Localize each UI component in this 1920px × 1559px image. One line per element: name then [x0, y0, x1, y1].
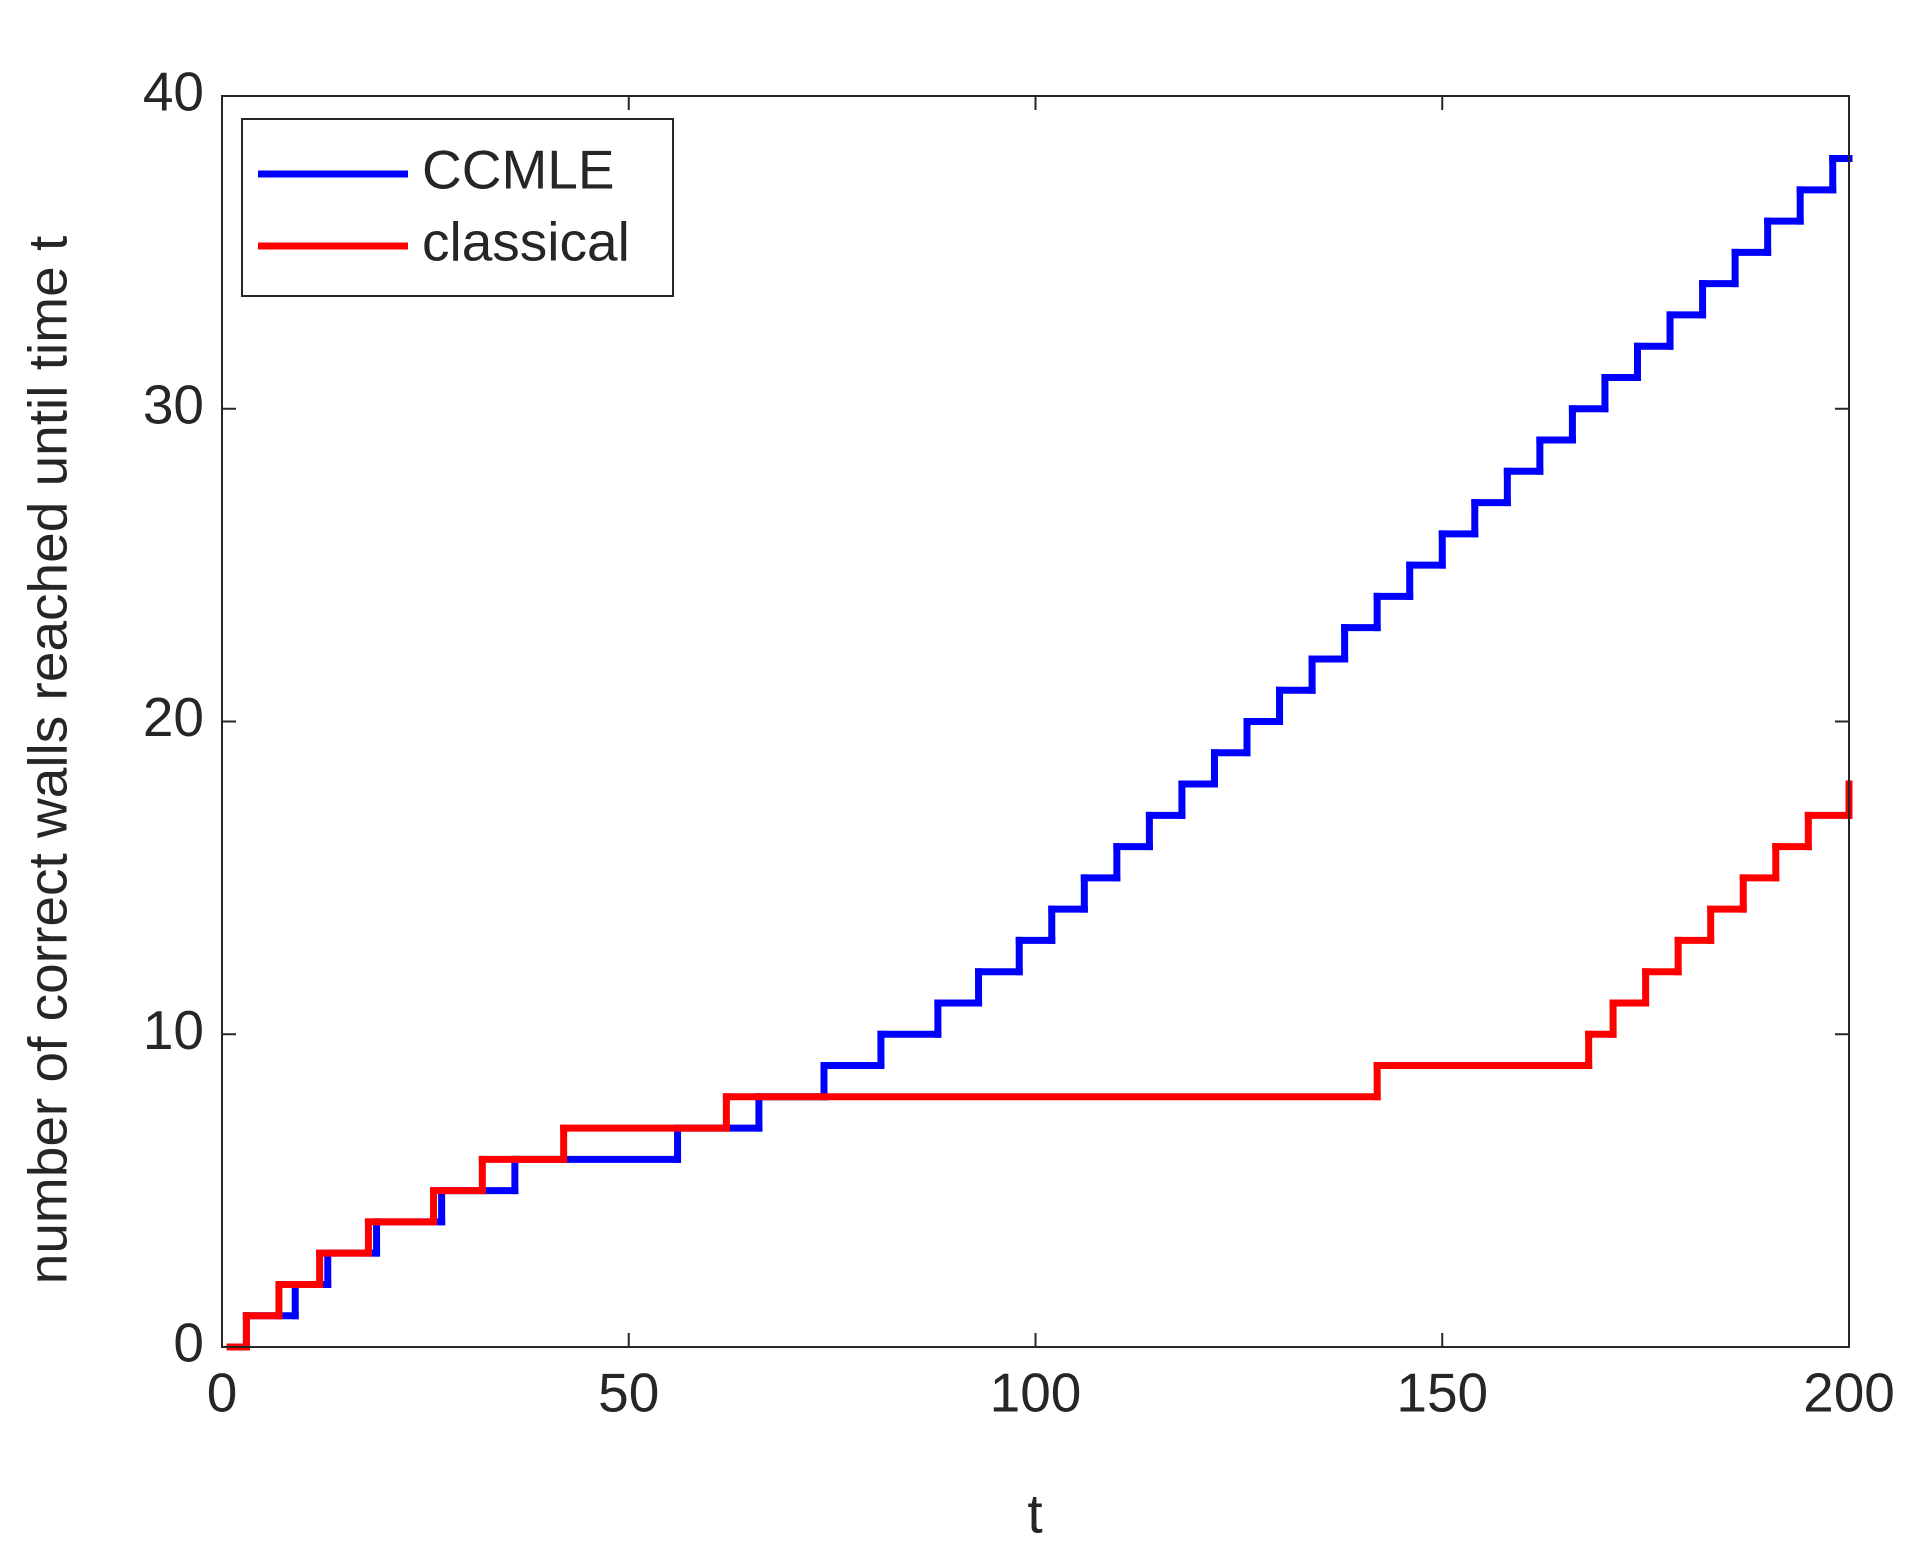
x-axis-label: t	[1027, 1483, 1042, 1545]
plot-frame	[221, 95, 1850, 1348]
legend-box	[241, 118, 674, 297]
series-line	[226, 780, 1853, 1351]
y-tick-label: 0	[173, 1312, 204, 1374]
series-line	[226, 155, 1853, 1351]
x-tick-label: 0	[207, 1362, 238, 1424]
legend-label: classical	[422, 211, 630, 273]
y-tick-label: 30	[143, 373, 204, 435]
y-tick-label: 10	[143, 999, 204, 1061]
y-axis-label: number of correct walls reached until ti…	[17, 236, 79, 1285]
x-tick-label: 150	[1396, 1362, 1488, 1424]
x-tick-label: 100	[990, 1362, 1082, 1424]
x-tick-label: 50	[598, 1362, 659, 1424]
y-tick-label: 40	[143, 61, 204, 123]
y-tick-label: 20	[143, 686, 204, 748]
legend-label: CCMLE	[422, 139, 615, 201]
x-tick-label: 200	[1803, 1362, 1895, 1424]
